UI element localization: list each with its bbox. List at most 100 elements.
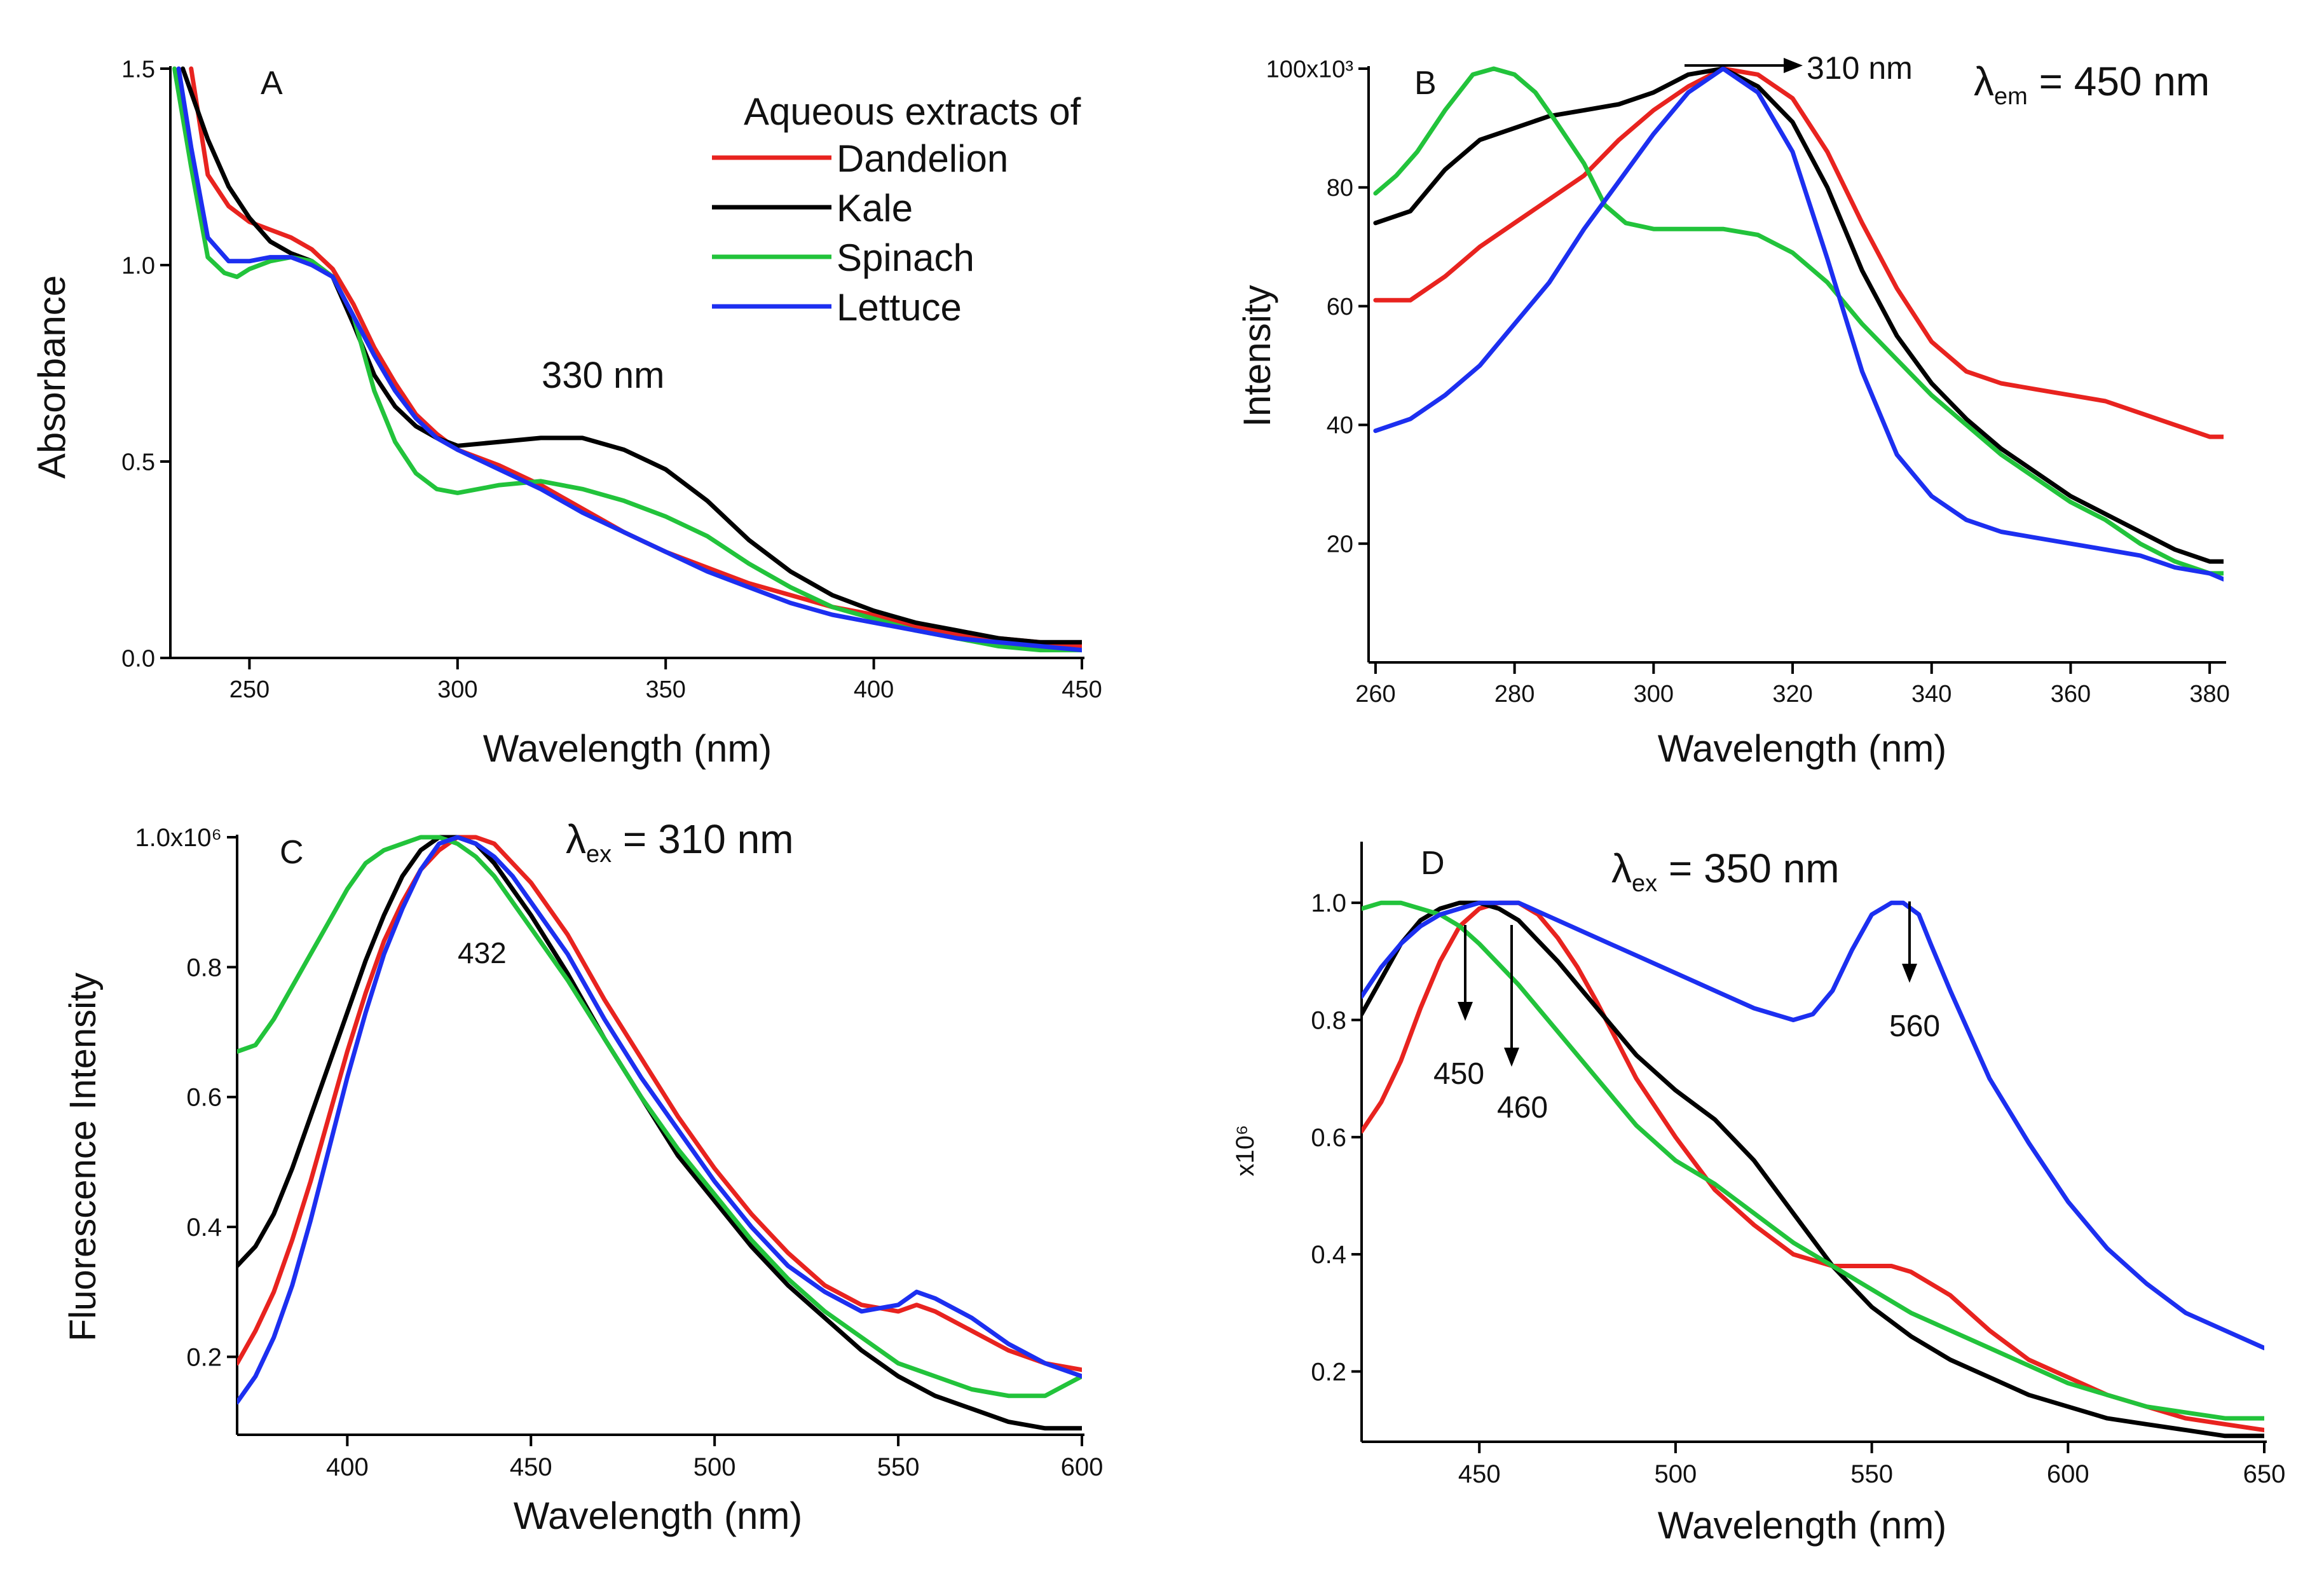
lambda-ex-c-subscript: ex [586,841,612,868]
legend-label-dandelion: Dandelion [837,137,1008,180]
x-tick-label-c: 500 [694,1453,736,1481]
x-tick-label-a: 250 [229,676,270,703]
y-tick-label-b: 40 [1327,413,1353,439]
legend-item-lettuce: Lettuce [712,286,962,329]
x-tick-label-b: 300 [1634,681,1674,708]
legend-label-lettuce: Lettuce [837,286,962,329]
series-line-b-spinach [1373,66,2224,576]
y-tick-label-b: 60 [1327,294,1353,320]
y-tick-label-b: 100x10³ [1266,56,1353,83]
lambda-ex-label-c: λex = 310 nm [566,816,794,868]
x-tick-label-d: 600 [2047,1460,2089,1488]
y-tick-label-a: 0.5 [121,449,155,476]
panel-d: 450 500 550 600 650 0.2 0.4 0.6 0.8 1.0 [1311,842,2285,1488]
y-tick-label-d: 1.0 [1311,889,1346,917]
panel-c: 400 450 500 550 600 0.2 0.4 0.6 0.8 1.0x10⁶ [135,824,1103,1481]
x-tick-label-c: 450 [510,1453,552,1481]
x-tick-label-d: 550 [1850,1460,1893,1488]
annotation-310nm: 310 nm [1807,50,1913,86]
x-tick-label-a: 300 [437,676,477,703]
annotation-310nm-arrow [1685,58,1803,73]
x-tick-label-b: 380 [2189,681,2229,708]
x-tick-label-a: 450 [1062,676,1102,703]
lambda-em-label: λem = 450 nm [1974,58,2210,110]
x-tick-label-b: 280 [1494,681,1535,708]
lambda-em-subscript: em [1994,83,2028,110]
y-axis-title-b: Intensity [1236,285,1278,427]
series-line-a-lettuce [176,66,1082,653]
x-tick-label-b: 360 [2051,681,2091,708]
y-tick-label-c: 0.4 [186,1214,222,1242]
y-tick-label-b: 80 [1327,175,1353,202]
y-tick-label-c: 0.8 [186,954,222,982]
y-tick-label-d: 0.2 [1311,1358,1346,1386]
x-tick-label-d: 450 [1458,1460,1501,1488]
y-tick-label-c: 0.2 [186,1343,222,1371]
series-line-c-lettuce [237,835,1082,1405]
series-line-d-dandelion [1362,900,2264,1433]
x-axis-title-c: Wavelength (nm) [514,1495,803,1537]
series-line-d-kale [1362,900,2264,1439]
y-axis-title-d: x10⁶ [1231,1125,1259,1177]
x-tick-label-a: 400 [854,676,894,703]
annotation-450-arrow [1458,925,1473,1021]
annotation-560-arrow [1902,901,1917,983]
lambda-ex-c-symbol: λ [566,816,586,862]
series-line-d-spinach [1362,900,2264,1421]
legend-label-spinach: Spinach [837,236,974,279]
lambda-em-value: = 450 nm [2028,58,2210,104]
y-tick-label-a: 1.0 [121,252,155,279]
x-tick-label-a: 350 [646,676,686,703]
series-line-a-kale [181,66,1082,645]
lambda-em-symbol: λ [1974,58,1994,104]
x-tick-label-d: 500 [1655,1460,1697,1488]
panel-letter-a: A [261,65,283,102]
y-axis-title-c: Fluorescence Intensity [62,973,104,1341]
lambda-ex-label-d: λex = 350 nm [1611,845,1840,897]
x-tick-label-d: 650 [2243,1460,2286,1488]
y-axis-title-a: Absorbance [31,275,73,479]
x-tick-label-b: 340 [1911,681,1951,708]
x-tick-label-b: 320 [1772,681,1812,708]
y-tick-label-d: 0.8 [1311,1006,1346,1034]
y-tick-label-b: 20 [1327,531,1353,558]
annotation-460: 460 [1497,1091,1548,1125]
series-line-c-spinach [237,835,1082,1399]
x-tick-label-c: 400 [326,1453,369,1481]
annotation-560: 560 [1889,1009,1940,1043]
legend-item-dandelion: Dandelion [712,137,1008,180]
x-axis-title-b: Wavelength (nm) [1658,727,1947,770]
panel-a: 250 300 350 400 450 0.0 0.5 1.0 1.5 [121,56,1102,703]
x-axis-title-d: Wavelength (nm) [1658,1504,1947,1547]
annotation-330nm: 330 nm [542,355,664,396]
y-tick-label-a: 0.0 [121,645,155,672]
y-tick-label-c: 1.0x10⁶ [135,824,222,852]
x-tick-label-c: 550 [877,1453,920,1481]
legend-item-spinach: Spinach [712,236,974,279]
legend: Aqueous extracts of Dandelion Kale Spina… [712,90,1081,329]
x-tick-label-b: 260 [1355,681,1395,708]
y-tick-label-d: 0.4 [1311,1241,1346,1269]
panel-letter-d: D [1421,845,1445,882]
panel-b: 260 280 300 320 340 360 380 20 40 60 80 100x10³ [1266,56,2230,708]
annotation-460-arrow [1504,925,1519,1067]
series-line-c-kale [237,835,1082,1431]
series-line-b-lettuce [1373,66,2224,582]
series-line-a-spinach [172,66,1082,653]
y-tick-label-a: 1.5 [121,56,155,83]
panel-letter-b: B [1414,65,1437,102]
x-tick-label-c: 600 [1061,1453,1104,1481]
annotation-450: 450 [1433,1057,1484,1091]
series-line-b-dandelion [1373,66,2224,439]
series-line-b-kale [1373,66,2224,564]
series-line-d-lettuce [1362,900,2264,1350]
lambda-ex-c-value: = 310 nm [612,816,793,862]
y-tick-label-d: 0.6 [1311,1124,1346,1152]
lambda-ex-d-subscript: ex [1632,870,1657,897]
x-axis-title-a: Wavelength (nm) [483,727,772,770]
legend-label-kale: Kale [837,187,913,229]
series-line-c-dandelion [237,835,1082,1372]
lambda-ex-d-value: = 350 nm [1657,845,1839,891]
annotation-432: 432 [458,936,507,969]
